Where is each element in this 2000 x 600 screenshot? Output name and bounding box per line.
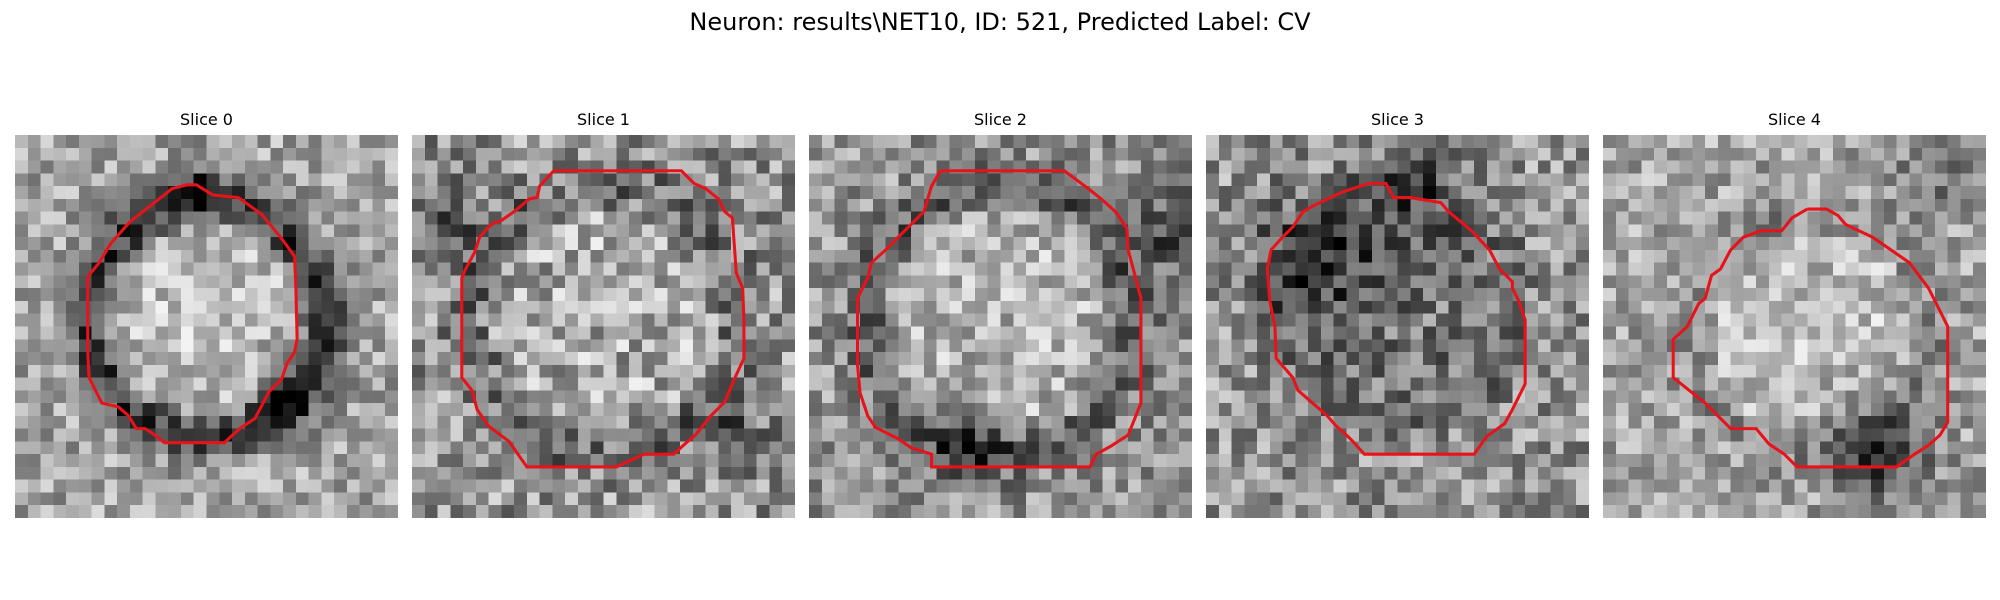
slice-title: Slice 3 [1206, 111, 1589, 135]
slice-image [1603, 135, 1986, 518]
roi-outline [1603, 135, 1986, 518]
slice-image [412, 135, 795, 518]
slice-image [15, 135, 398, 518]
slice-panel-2: Slice 2 [809, 111, 1192, 518]
slice-image [1206, 135, 1589, 518]
slice-panel-0: Slice 0 [15, 111, 398, 518]
roi-outline [412, 135, 795, 518]
slice-image [809, 135, 1192, 518]
slice-panel-1: Slice 1 [412, 111, 795, 518]
roi-outline [1206, 135, 1589, 518]
figure-title: Neuron: results\NET10, ID: 521, Predicte… [0, 8, 2000, 36]
slice-panel-4: Slice 4 [1603, 111, 1986, 518]
roi-outline [15, 135, 398, 518]
roi-outline [809, 135, 1192, 518]
slice-title: Slice 0 [15, 111, 398, 135]
slice-title: Slice 1 [412, 111, 795, 135]
slice-title: Slice 2 [809, 111, 1192, 135]
slice-panel-3: Slice 3 [1206, 111, 1589, 518]
slice-title: Slice 4 [1603, 111, 1986, 135]
